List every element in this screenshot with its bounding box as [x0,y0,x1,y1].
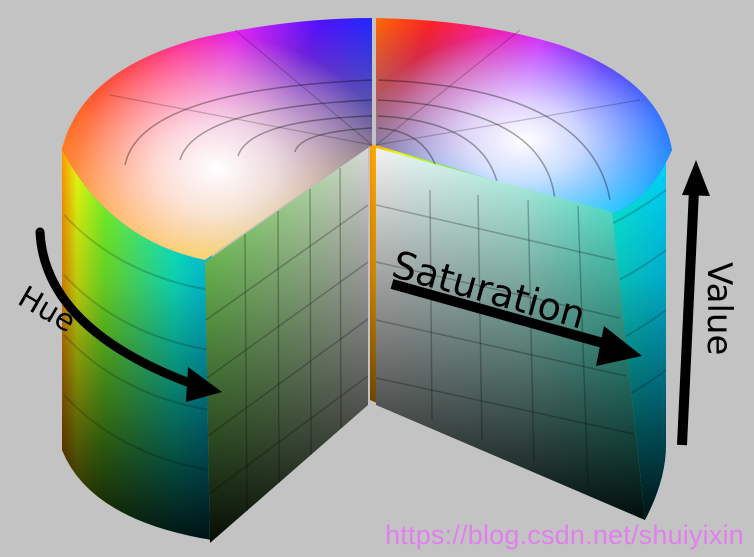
cylinder-top-face [62,18,672,260]
value-arrow [677,160,710,446]
hue-arrow [35,227,222,402]
cut-face-right [375,148,645,520]
value-label: Value [699,262,739,355]
saturation-arrow [390,279,642,366]
watermark-url: https://blog.csdn.net/shuiyixin [385,520,744,550]
cut-face-left [205,148,369,543]
